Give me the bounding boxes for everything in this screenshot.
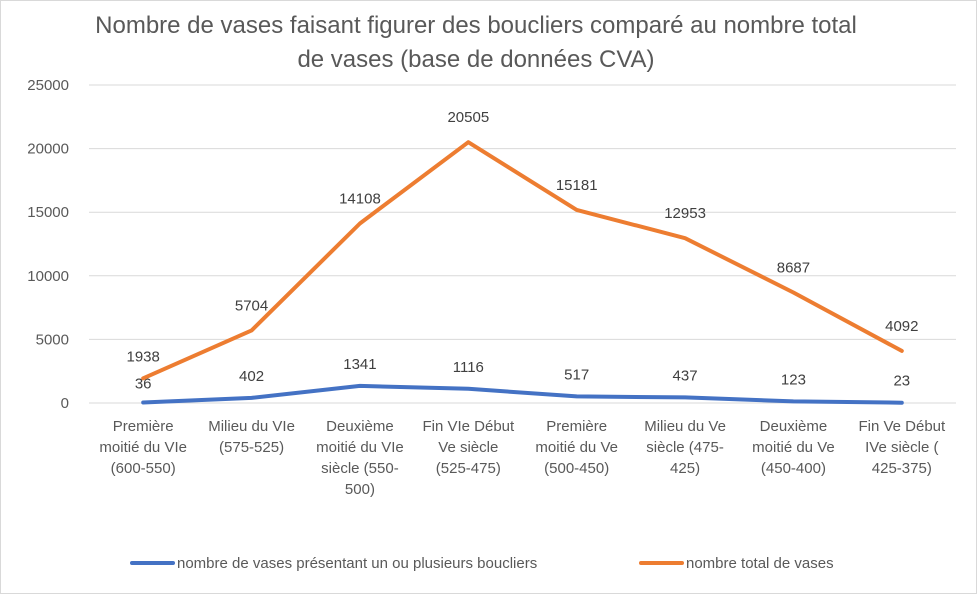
- y-tick-label-20000: 20000: [27, 141, 69, 158]
- x-tick-label-1: Première moitié du VIe (600-550): [99, 418, 187, 477]
- data-label-1-7: 123: [781, 371, 806, 388]
- data-label-2-5: 15181: [556, 177, 598, 194]
- data-label-1-3: 1341: [343, 356, 376, 373]
- x-tick-line: Deuxième: [326, 418, 394, 435]
- x-tick-line: moitié du Ve: [752, 439, 835, 456]
- x-tick-line: Première: [113, 418, 174, 435]
- x-tick-label-4: Fin VIe Début Ve siècle (525-475): [422, 418, 515, 477]
- y-tick-label-25000: 25000: [27, 77, 69, 94]
- x-tick-label-7: Deuxième moitié du Ve (450-400): [752, 418, 835, 477]
- y-tick-label-5000: 5000: [36, 331, 69, 348]
- x-tick-line: (600-550): [111, 460, 176, 477]
- data-label-2-2: 5704: [235, 297, 268, 314]
- x-tick-line: moitié du Ve: [535, 439, 618, 456]
- x-tick-line: moitié du VIe: [316, 439, 404, 456]
- x-tick-line: moitié du VIe: [99, 439, 187, 456]
- data-label-1-8: 23: [893, 373, 910, 390]
- data-label-1-2: 402: [239, 368, 264, 385]
- x-tick-label-8: Fin Ve Début IVe siècle ( 425-375): [858, 418, 946, 477]
- x-tick-line: Ve siècle: [438, 439, 498, 456]
- data-label-2-8: 4092: [885, 318, 918, 335]
- data-label-1-6: 437: [673, 367, 698, 384]
- x-tick-line: (575-525): [219, 439, 284, 456]
- x-tick-line: siècle (550-: [321, 460, 399, 477]
- x-tick-line: 425-375): [872, 460, 932, 477]
- x-tick-line: (525-475): [436, 460, 501, 477]
- x-tick-line: (450-400): [761, 460, 826, 477]
- data-label-1-1: 36: [135, 376, 152, 393]
- data-label-2-7: 8687: [777, 260, 810, 277]
- x-tick-label-2: Milieu du VIe (575-525): [208, 418, 295, 456]
- y-tick-label-15000: 15000: [27, 204, 69, 221]
- x-tick-line: Milieu du Ve: [644, 418, 726, 435]
- x-tick-line: (500-450): [544, 460, 609, 477]
- x-tick-line: IVe siècle (: [865, 439, 938, 456]
- series-line-2: [141, 140, 904, 381]
- x-tick-line: Milieu du VIe: [208, 418, 295, 435]
- x-tick-line: Fin Ve Début: [858, 418, 946, 435]
- y-tick-label-0: 0: [61, 395, 69, 412]
- data-label-2-6: 12953: [664, 205, 706, 222]
- x-tick-line: Première: [546, 418, 607, 435]
- x-tick-line: siècle (475-: [646, 439, 724, 456]
- x-tick-line: 425): [670, 460, 700, 477]
- x-tick-label-3: Deuxième moitié du VIe siècle (550- 500): [316, 418, 404, 498]
- series-line-1: [141, 383, 904, 405]
- chart-title: Nombre de vases faisant figurer des bouc…: [95, 12, 857, 73]
- x-tick-line: Fin VIe Début: [422, 418, 515, 435]
- data-label-1-4: 1116: [453, 359, 484, 376]
- data-label-1-5: 517: [564, 366, 589, 383]
- x-tick-label-6: Milieu du Ve siècle (475- 425): [644, 418, 726, 477]
- data-label-2-4: 20505: [447, 109, 489, 126]
- y-tick-label-10000: 10000: [27, 268, 69, 285]
- x-tick-line: 500): [345, 481, 375, 498]
- data-label-2-3: 14108: [339, 191, 381, 208]
- legend-label-1: nombre de vases présentant un ou plusieu…: [177, 555, 537, 572]
- legend-label-2: nombre total de vases: [686, 555, 834, 572]
- x-tick-label-5: Première moitié du Ve (500-450): [535, 418, 618, 477]
- data-label-2-1: 1938: [127, 348, 160, 365]
- x-tick-line: Deuxième: [760, 418, 828, 435]
